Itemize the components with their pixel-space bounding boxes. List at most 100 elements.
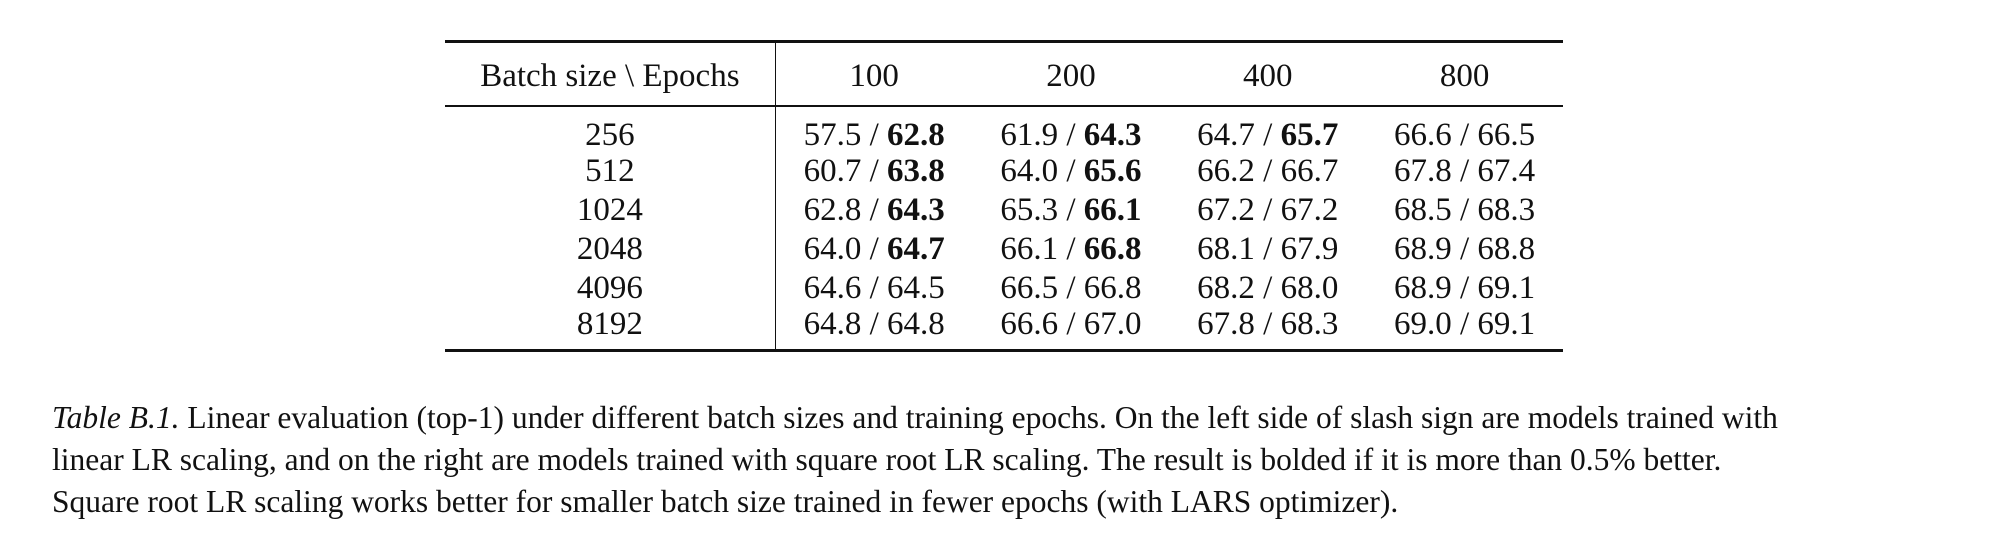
slash-separator: / (1451, 117, 1478, 153)
sqrt-lr-value: 64.5 (886, 270, 945, 306)
result-cell: 67.2 / 67.2 (1169, 191, 1366, 230)
header-row: Batch size \ Epochs 100 200 400 800 (445, 41, 1563, 106)
slash-separator: / (861, 192, 887, 228)
header-epoch-100: 100 (849, 57, 899, 94)
result-cell: 67.8 / 68.3 (1169, 308, 1366, 351)
linear-lr-value: 67.2 (1197, 192, 1255, 228)
result-cell: 68.5 / 68.3 (1366, 191, 1563, 230)
sqrt-lr-value: 64.3 (886, 192, 945, 228)
result-cell: 64.7 / 65.7 (1169, 106, 1366, 152)
linear-lr-value: 67.8 (1393, 153, 1452, 189)
linear-lr-value: 66.6 (1393, 117, 1452, 153)
sqrt-lr-value: 64.8 (886, 306, 945, 342)
table-row: 512 60.7 / 63.8 64.0 / 65.6 66.2 / 66.7 67.8… (445, 152, 1563, 191)
slash-separator: / (1451, 192, 1478, 228)
slash-separator: / (1058, 117, 1084, 153)
batch-size-cell: 256 (445, 106, 776, 152)
result-cell: 67.8 / 67.4 (1366, 152, 1563, 191)
table-row: 1024 62.8 / 64.3 65.3 / 66.1 67.2 / 67.2 68.… (445, 191, 1563, 230)
slash-separator: / (1451, 153, 1478, 189)
sqrt-lr-value: 67.4 (1477, 153, 1536, 189)
result-cell: 64.6 / 64.5 (775, 269, 972, 308)
slash-separator: / (1058, 231, 1084, 267)
result-cell: 61.9 / 64.3 (973, 106, 1170, 152)
result-cell: 66.2 / 66.7 (1169, 152, 1366, 191)
caption-line-3: Square root LR scaling works better for … (52, 484, 1399, 519)
table-row: 4096 64.6 / 64.5 66.5 / 66.8 68.2 / 68.0 68.… (445, 269, 1563, 308)
slash-separator: / (861, 306, 887, 342)
linear-lr-value: 64.7 (1197, 117, 1255, 153)
result-cell: 64.0 / 65.6 (973, 152, 1170, 191)
caption-label: Table B.1. (52, 400, 180, 435)
slash-separator: / (1058, 306, 1084, 342)
header-epoch-400: 400 (1242, 57, 1293, 94)
table-header: Batch size \ Epochs 100 200 400 800 (445, 41, 1563, 106)
result-cell: 68.9 / 69.1 (1366, 269, 1563, 308)
linear-lr-value: 69.0 (1393, 306, 1452, 342)
slash-separator: / (861, 270, 887, 306)
result-cell: 68.9 / 68.8 (1366, 230, 1563, 269)
sqrt-lr-value: 65.6 (1083, 153, 1142, 189)
sqrt-lr-value: 66.5 (1477, 117, 1536, 153)
result-cell: 60.7 / 63.8 (775, 152, 972, 191)
batch-size-cell: 1024 (445, 191, 776, 230)
linear-lr-value: 64.0 (803, 231, 862, 267)
sqrt-lr-value: 66.1 (1083, 192, 1142, 228)
result-cell: 66.1 / 66.8 (973, 230, 1170, 269)
batch-size-cell: 4096 (445, 269, 776, 308)
slash-separator: / (861, 153, 887, 189)
linear-lr-value: 68.2 (1197, 270, 1255, 306)
slash-separator: / (1254, 117, 1281, 153)
sqrt-lr-value: 68.8 (1477, 231, 1536, 267)
slash-separator: / (1058, 192, 1084, 228)
caption-text-1: Linear evaluation (top-1) under differen… (187, 400, 1778, 435)
sqrt-lr-value: 68.3 (1280, 306, 1339, 342)
sqrt-lr-value: 67.9 (1280, 231, 1339, 267)
sqrt-lr-value: 66.8 (1083, 270, 1142, 306)
linear-lr-value: 57.5 (803, 117, 862, 153)
sqrt-lr-value: 67.0 (1083, 306, 1142, 342)
sqrt-lr-value: 64.7 (886, 231, 945, 267)
header-epoch-800: 800 (1439, 57, 1490, 94)
results-table: Batch size \ Epochs 100 200 400 800 256 5… (445, 40, 1563, 352)
result-cell: 65.3 / 66.1 (973, 191, 1170, 230)
result-cell: 68.1 / 67.9 (1169, 230, 1366, 269)
sqrt-lr-value: 69.1 (1477, 306, 1536, 342)
linear-lr-value: 68.1 (1197, 231, 1255, 267)
slash-separator: / (1058, 153, 1084, 189)
result-cell: 57.5 / 62.8 (775, 106, 972, 152)
header-epoch-200: 200 (1046, 57, 1096, 94)
sqrt-lr-value: 67.2 (1280, 192, 1339, 228)
linear-lr-value: 68.5 (1393, 192, 1452, 228)
slash-separator: / (1254, 306, 1281, 342)
slash-separator: / (1254, 192, 1281, 228)
slash-separator: / (1451, 270, 1478, 306)
result-cell: 66.6 / 67.0 (973, 308, 1170, 351)
result-cell: 64.8 / 64.8 (775, 308, 972, 351)
linear-lr-value: 68.9 (1393, 270, 1452, 306)
table-row: 2048 64.0 / 64.7 66.1 / 66.8 68.1 / 67.9 68.… (445, 230, 1563, 269)
table-caption: Table B.1. Linear evaluation (top-1) und… (52, 397, 1972, 523)
sqrt-lr-value: 68.3 (1477, 192, 1536, 228)
result-cell: 62.8 / 64.3 (775, 191, 972, 230)
result-cell: 68.2 / 68.0 (1169, 269, 1366, 308)
slash-separator: / (861, 231, 887, 267)
linear-lr-value: 66.6 (1000, 306, 1059, 342)
result-cell: 66.5 / 66.8 (973, 269, 1170, 308)
linear-lr-value: 66.1 (1000, 231, 1059, 267)
sqrt-lr-value: 68.0 (1280, 270, 1339, 306)
linear-lr-value: 62.8 (803, 192, 862, 228)
table-body: 256 57.5 / 62.8 61.9 / 64.3 64.7 / 65.7 66.6… (445, 106, 1563, 351)
sqrt-lr-value: 63.8 (886, 153, 945, 189)
slash-separator: / (861, 117, 887, 153)
slash-separator: / (1058, 270, 1084, 306)
results-table-container: Batch size \ Epochs 100 200 400 800 256 5… (445, 40, 1563, 352)
result-cell: 69.0 / 69.1 (1366, 308, 1563, 351)
batch-size-cell: 512 (445, 152, 776, 191)
sqrt-lr-value: 66.8 (1083, 231, 1142, 267)
linear-lr-value: 66.5 (1000, 270, 1059, 306)
sqrt-lr-value: 65.7 (1280, 117, 1339, 153)
sqrt-lr-value: 62.8 (886, 117, 945, 153)
table-row: 256 57.5 / 62.8 61.9 / 64.3 64.7 / 65.7 66.6… (445, 106, 1563, 152)
slash-separator: / (1254, 153, 1281, 189)
